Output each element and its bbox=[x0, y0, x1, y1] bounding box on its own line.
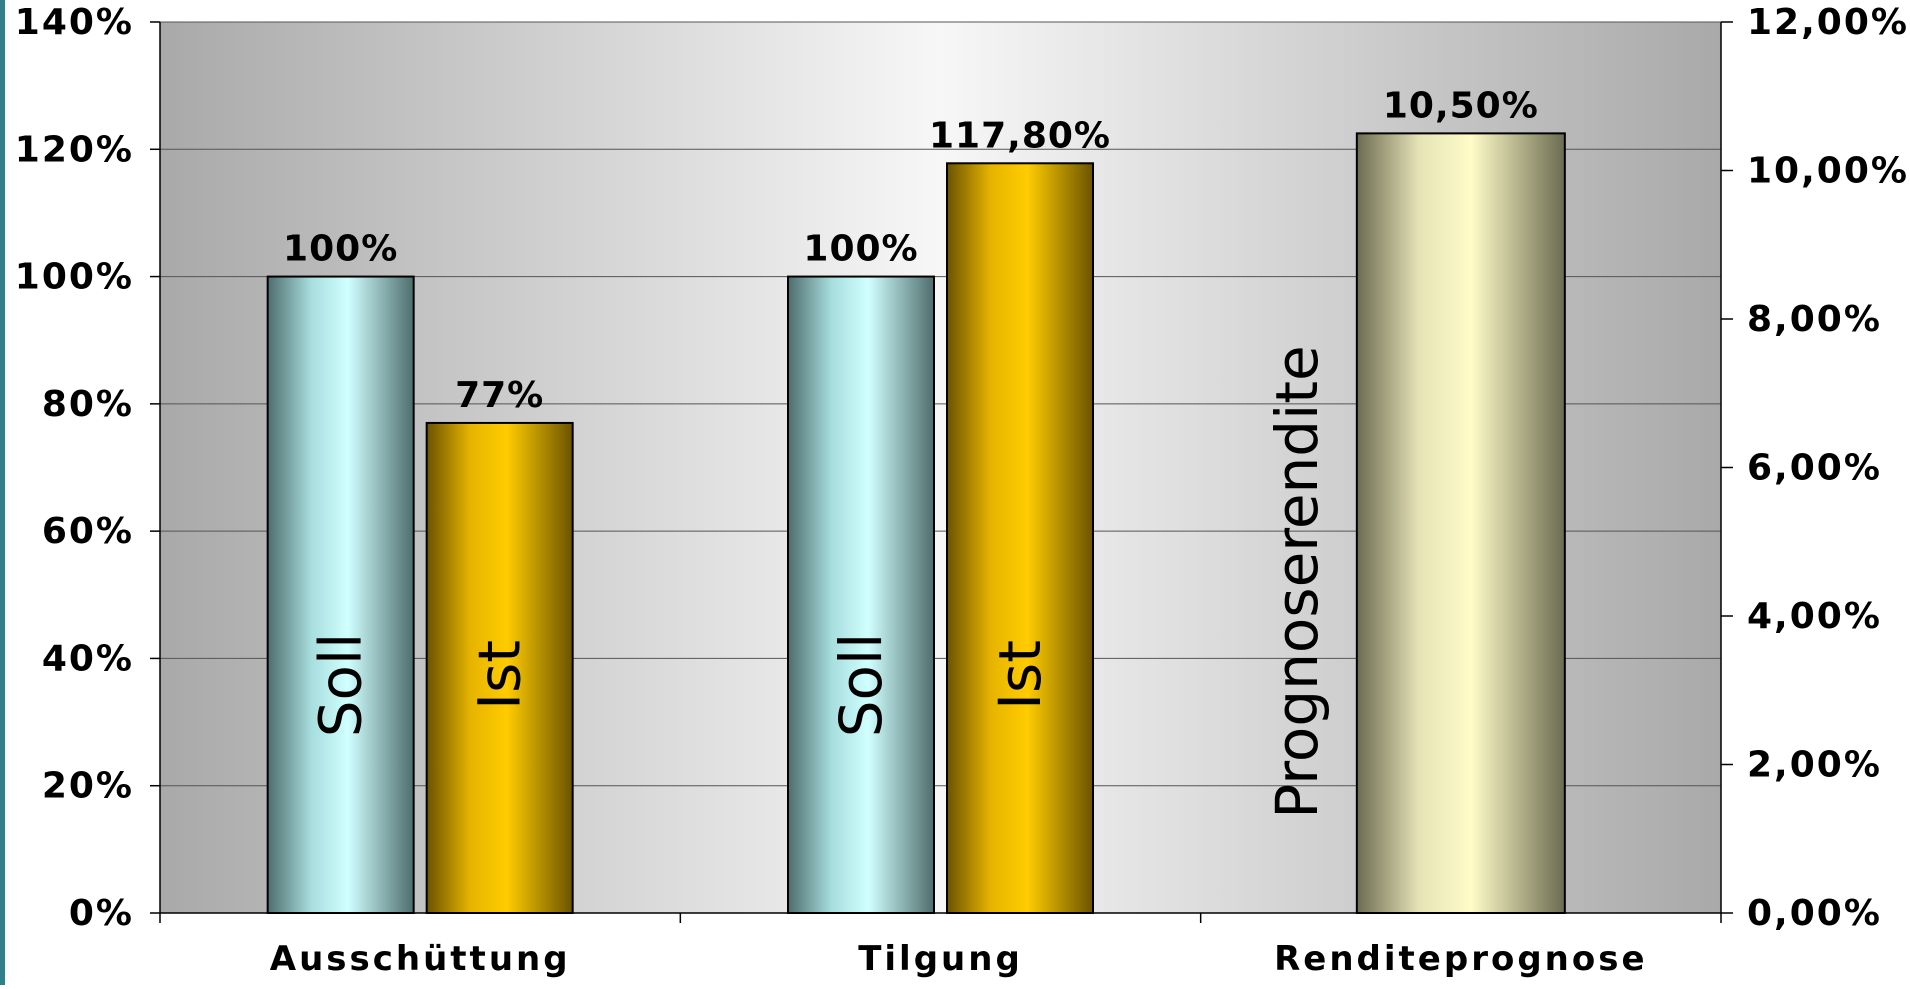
right-tick-label: 12,00% bbox=[1747, 2, 1909, 43]
right-tick-label: 0,00% bbox=[1747, 893, 1882, 934]
category-label: Tilgung bbox=[858, 939, 1023, 979]
left-tick-label: 120% bbox=[15, 129, 134, 170]
category-label: Renditeprognose bbox=[1274, 939, 1647, 979]
bar-soll-tilgung bbox=[787, 275, 935, 915]
left-tick-label: 80% bbox=[42, 384, 134, 425]
right-tick-label: 4,00% bbox=[1747, 596, 1882, 637]
bar-ist-tilgung bbox=[946, 162, 1094, 914]
data-label: 10,50% bbox=[1383, 85, 1539, 126]
left-tick-label: 60% bbox=[42, 511, 134, 552]
data-label: 100% bbox=[803, 229, 918, 270]
series-name-label: Soll bbox=[827, 633, 895, 738]
bar-prognoserendite-renditeprognose bbox=[1355, 132, 1566, 914]
bars bbox=[266, 132, 1566, 915]
series-name-label: Ist bbox=[466, 640, 534, 710]
left-tick-label: 40% bbox=[42, 638, 134, 679]
left-tick-label: 0% bbox=[69, 893, 134, 934]
data-label: 117,80% bbox=[929, 115, 1111, 156]
labels: 0% 20% 40% 60% 80% 100% 120% 140% 0,00% 2,00% 4,00… bbox=[15, 2, 1909, 979]
data-label: 100% bbox=[283, 229, 398, 270]
data-label: 77% bbox=[455, 375, 544, 416]
right-tick-label: 10,00% bbox=[1747, 151, 1909, 192]
right-tick-label: 6,00% bbox=[1747, 448, 1882, 489]
left-tick-label: 20% bbox=[42, 766, 134, 807]
left-tick-label: 100% bbox=[15, 257, 134, 298]
bar-soll-ausschüttung bbox=[266, 275, 415, 915]
series-name-label: Ist bbox=[986, 640, 1054, 710]
left-tick-label: 140% bbox=[15, 2, 134, 43]
right-tick-label: 8,00% bbox=[1747, 299, 1882, 340]
bar-ist-ausschüttung bbox=[425, 421, 574, 914]
category-label: Ausschüttung bbox=[270, 939, 571, 979]
series-name-label: Soll bbox=[307, 633, 375, 738]
left-edge-border bbox=[0, 0, 5, 985]
series-name-label: Prognoserendite bbox=[1263, 345, 1331, 818]
right-tick-label: 2,00% bbox=[1747, 745, 1882, 786]
axes bbox=[150, 21, 1733, 923]
